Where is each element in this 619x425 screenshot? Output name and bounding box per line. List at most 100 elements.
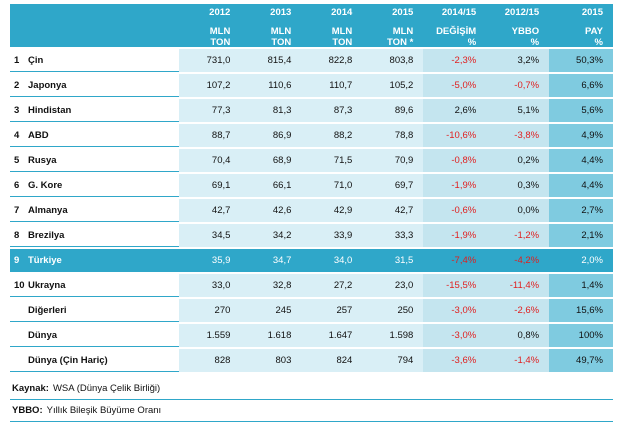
header-unit: MLN: [270, 26, 292, 37]
header-unit: TON: [332, 37, 353, 48]
value-cell-pay: 1,4%: [549, 274, 613, 297]
header-year: 2015: [581, 7, 603, 18]
value-cell-v2013: 815,4: [240, 49, 302, 72]
country-name: Çin: [28, 54, 44, 66]
header-unit: %: [594, 37, 603, 48]
value-cell-ybbo: -3,8%: [486, 124, 550, 147]
value-cell-v2012: 1.559: [179, 324, 241, 347]
table-row: Diğerleri 270 245 257 250 -3,0% -2,6% 15,6%: [10, 297, 613, 322]
value-cell-v2014: 33,9: [301, 224, 363, 247]
value-cell-ybbo: -4,2%: [486, 249, 550, 272]
country-name: Türkiye: [28, 255, 62, 266]
country-name: Almanya: [28, 204, 68, 216]
value-cell-ybbo: -1,4%: [486, 349, 550, 372]
value-cell-v2012: 34,5: [179, 224, 241, 247]
country-cell: Dünya (Çin Hariç): [10, 349, 180, 372]
header-year: 2012: [209, 7, 231, 18]
value-cell-v2015: 23,0: [362, 274, 424, 297]
value-cell-v2013: 110,6: [240, 74, 302, 97]
country-cell: Diğerleri: [10, 299, 180, 322]
value-cell-pay: 49,7%: [549, 349, 613, 372]
value-cell-chg: 2,6%: [423, 99, 487, 122]
header-unit: %: [530, 37, 540, 48]
header-col: 2013 MLN TON: [240, 4, 301, 48]
table-row: Dünya 1.559 1.618 1.647 1.598 -3,0% 0,8% 100%: [10, 322, 613, 347]
header-year: 2013: [270, 7, 292, 18]
header-year: 2014: [331, 7, 353, 18]
value-cell-v2015: 69,7: [362, 174, 424, 197]
table-row: 1 Çin 731,0 815,4 822,8 803,8 -2,3% 3,2% 50,3%: [10, 47, 613, 72]
value-cell-v2012: 42,7: [179, 199, 241, 222]
value-cell-chg: -3,6%: [423, 349, 487, 372]
value-cell-v2012: 69,1: [179, 174, 241, 197]
value-cell-v2015: 42,7: [362, 199, 424, 222]
country-cell: 7 Almanya: [10, 199, 180, 222]
country-cell: 1 Çin: [10, 49, 180, 72]
value-cell-v2014: 34,0: [301, 249, 363, 272]
value-cell-v2013: 86,9: [240, 124, 302, 147]
footnote-label: YBBO:: [12, 405, 43, 416]
country-name: Dünya (Çin Hariç): [28, 354, 108, 366]
value-cell-pay: 4,9%: [549, 124, 613, 147]
value-cell-v2014: 824: [301, 349, 363, 372]
header-col: 2014/15 DEĞİŞİM%: [423, 4, 486, 48]
country-name: Rusya: [28, 154, 57, 166]
value-cell-v2013: 68,9: [240, 149, 302, 172]
country-name: Brezilya: [28, 229, 65, 241]
country-name: Hindistan: [28, 104, 72, 116]
country-cell: 9 Türkiye: [10, 249, 180, 272]
table-row: 10 Ukrayna 33,0 32,8 27,2 23,0 -15,5% -11,4% 1,4…: [10, 272, 613, 297]
value-cell-v2014: 42,9: [301, 199, 363, 222]
country-name: Diğerleri: [28, 304, 67, 316]
value-cell-v2014: 257: [301, 299, 363, 322]
value-cell-v2012: 828: [179, 349, 241, 372]
rank-label: 8: [14, 229, 20, 241]
value-cell-v2012: 88,7: [179, 124, 241, 147]
value-cell-chg: -15,5%: [423, 274, 487, 297]
value-cell-v2015: 78,8: [362, 124, 424, 147]
value-cell-v2015: 31,5: [362, 249, 424, 272]
footnote-text: Yıllık Bileşik Büyüme Oranı: [46, 405, 162, 416]
country-name: ABD: [28, 129, 49, 141]
country-cell: 5 Rusya: [10, 149, 180, 172]
value-cell-ybbo: 0,8%: [486, 324, 550, 347]
value-cell-v2013: 32,8: [240, 274, 302, 297]
table-row: 8 Brezilya 34,5 34,2 33,9 33,3 -1,9% -1,2% 2,1%: [10, 222, 613, 247]
value-cell-v2013: 245: [240, 299, 302, 322]
country-cell: 10 Ukrayna: [10, 274, 180, 297]
value-cell-v2015: 33,3: [362, 224, 424, 247]
footnote-source: Kaynak: WSA (Dünya Çelik Birliği): [10, 378, 613, 400]
header-col: 2015 MLN TON *: [362, 4, 423, 48]
country-cell: 6 G. Kore: [10, 174, 180, 197]
rank-label: 4: [14, 129, 20, 141]
value-cell-v2012: 33,0: [179, 274, 241, 297]
value-cell-chg: -3,0%: [423, 324, 487, 347]
country-name: Dünya: [28, 329, 58, 341]
value-cell-ybbo: -11,4%: [486, 274, 550, 297]
value-cell-v2013: 66,1: [240, 174, 302, 197]
value-cell-v2013: 803: [240, 349, 302, 372]
table-header: 2012 MLN TON 2013 MLN TON 2014 MLN TON 2015 MLN…: [10, 4, 613, 48]
header-unit: YBBO: [511, 26, 540, 37]
header-col: 2015 PAY%: [549, 4, 613, 48]
value-cell-v2013: 42,6: [240, 199, 302, 222]
value-cell-v2014: 1.647: [301, 324, 363, 347]
value-cell-ybbo: -1,2%: [486, 224, 550, 247]
header-unit: MLN: [392, 26, 414, 37]
table-row: 3 Hindistan 77,3 81,3 87,3 89,6 2,6% 5,1% 5,6%: [10, 97, 613, 122]
country-cell: Dünya: [10, 324, 180, 347]
rank-label: 6: [14, 179, 20, 191]
value-cell-v2012: 107,2: [179, 74, 241, 97]
value-cell-ybbo: 0,3%: [486, 174, 550, 197]
table-row: 7 Almanya 42,7 42,6 42,9 42,7 -0,6% 0,0% 2,7%: [10, 197, 613, 222]
rank-label: 1: [14, 54, 20, 66]
country-name: Ukrayna: [28, 279, 66, 291]
header-year: 2015: [392, 7, 414, 18]
header-unit: TON: [210, 37, 231, 48]
country-cell: 3 Hindistan: [10, 99, 180, 122]
value-cell-v2015: 250: [362, 299, 424, 322]
value-cell-pay: 2,1%: [549, 224, 613, 247]
value-cell-v2015: 794: [362, 349, 424, 372]
rank-label: 5: [14, 154, 20, 166]
value-cell-v2014: 27,2: [301, 274, 363, 297]
